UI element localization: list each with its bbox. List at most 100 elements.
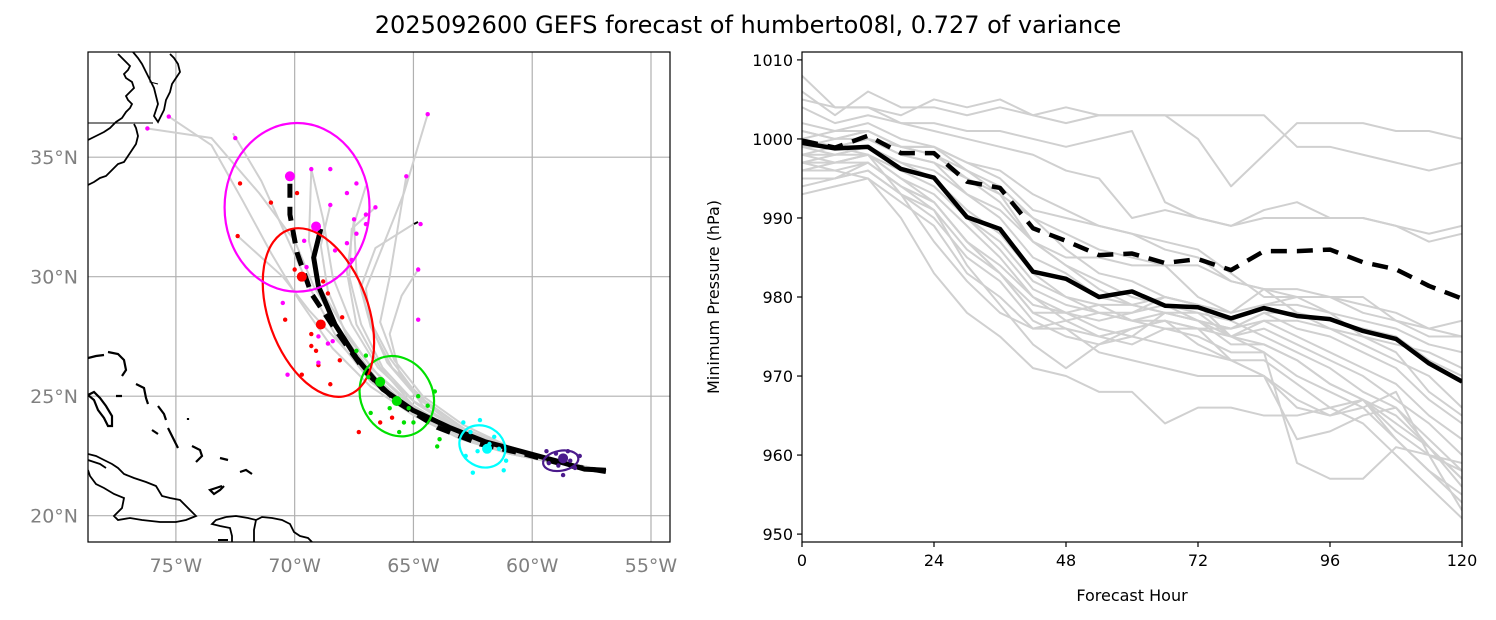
member-position	[415, 393, 421, 399]
member-position	[280, 300, 285, 306]
member-position	[309, 166, 314, 172]
y-tick-label: 960	[762, 446, 793, 465]
uncertainty-ellipse-day4	[261, 227, 376, 398]
member-position	[425, 403, 430, 408]
member-position	[294, 190, 300, 196]
member-position	[309, 343, 314, 349]
member-position	[437, 437, 442, 442]
member-positions	[145, 111, 582, 478]
y-tick-label: 1000	[752, 130, 793, 149]
member-position	[268, 200, 274, 205]
member-pressure-line	[802, 98, 1462, 235]
map-x-tick-label: 65°W	[387, 555, 440, 577]
member-position	[344, 241, 350, 246]
member-pressure-line	[802, 106, 1462, 243]
map-frame	[87, 51, 671, 543]
mean-position-marker	[296, 271, 307, 282]
ensemble-track	[345, 219, 604, 472]
member-position	[475, 448, 480, 454]
map-y-tick-labels: 20°N 25°N 30°N 35°N	[30, 147, 78, 528]
y-tick-label: 1010	[752, 51, 793, 70]
member-pressure-line	[802, 137, 1462, 377]
map-x-tick-label: 75°W	[150, 555, 203, 577]
member-position	[285, 372, 290, 377]
member-pressure-line	[802, 137, 1462, 338]
member-position	[233, 135, 238, 141]
member-position	[411, 420, 416, 425]
member-pressure-line	[802, 130, 1462, 330]
member-position	[356, 429, 362, 435]
member-position	[309, 331, 314, 337]
member-position	[301, 238, 307, 244]
member-position	[377, 420, 383, 425]
x-axis-label: Forecast Hour	[1076, 586, 1188, 605]
member-position	[401, 420, 407, 425]
member-position	[339, 315, 345, 320]
member-pressure-line	[802, 153, 1462, 456]
member-position	[325, 341, 331, 346]
uncertainty-ellipse-day2	[458, 424, 507, 469]
ensemble-mean-pressure-line	[802, 140, 1462, 384]
uncertainty-ellipses	[223, 121, 580, 473]
member-position	[166, 114, 171, 119]
member-position	[396, 429, 402, 435]
member-pressure-line	[802, 137, 1462, 511]
member-position	[282, 317, 288, 322]
member-pressure-line	[802, 145, 1462, 425]
member-position	[332, 248, 338, 253]
member-position	[330, 339, 335, 344]
member-lines	[802, 74, 1462, 520]
member-position	[432, 389, 438, 394]
member-pressure-line	[802, 90, 1462, 172]
member-pressure-line	[802, 130, 1462, 354]
member-position	[235, 233, 240, 239]
uncertainty-ellipse-day5	[223, 121, 371, 293]
coastline-cuba	[88, 453, 198, 523]
member-position	[546, 460, 552, 466]
member-position	[415, 317, 421, 322]
member-pressure-line	[802, 130, 1462, 370]
x-tick-label: 0	[797, 551, 807, 570]
pressure-frame	[801, 51, 1463, 543]
member-position	[145, 126, 150, 131]
member-position	[492, 434, 497, 440]
member-position	[299, 372, 304, 377]
mean-position-marker	[482, 443, 493, 454]
member-position	[572, 465, 578, 471]
state-border	[88, 52, 159, 124]
member-pressure-line	[802, 161, 1462, 496]
member-position	[354, 181, 359, 186]
member-position	[565, 448, 571, 454]
member-position	[328, 382, 333, 387]
ensemble-tracks	[147, 113, 604, 472]
mean-position-marker	[375, 376, 386, 387]
member-position	[415, 267, 421, 272]
map-y-tick-label: 30°N	[30, 267, 78, 289]
member-position	[503, 458, 509, 463]
member-position	[328, 202, 333, 208]
member-position	[337, 358, 343, 363]
map-y-tick-label: 25°N	[30, 386, 78, 408]
member-position	[435, 444, 440, 449]
member-position	[496, 446, 502, 451]
member-position	[363, 212, 369, 217]
member-position	[404, 174, 409, 179]
coastline-hispaniola	[210, 515, 313, 542]
mean-position-marker	[284, 171, 295, 182]
uncertainty-ellipse-day1	[541, 449, 580, 473]
mean-position-marker	[311, 221, 322, 232]
member-position	[354, 231, 359, 236]
ensemble-track	[147, 127, 604, 472]
member-pressure-line	[802, 169, 1462, 480]
member-pressure-line	[802, 74, 1462, 188]
member-position	[389, 415, 395, 420]
coastline-bahamas	[88, 350, 253, 496]
pressure-y-ticks: 950 960 970 980 990 1000 1010	[752, 51, 802, 544]
x-tick-label: 48	[1056, 551, 1076, 570]
mean-position-marker	[391, 395, 402, 406]
coastlines	[88, 52, 419, 542]
member-position	[556, 463, 561, 468]
member-position	[470, 470, 476, 475]
member-pressure-line	[802, 161, 1462, 472]
member-pressure-line	[802, 177, 1462, 504]
